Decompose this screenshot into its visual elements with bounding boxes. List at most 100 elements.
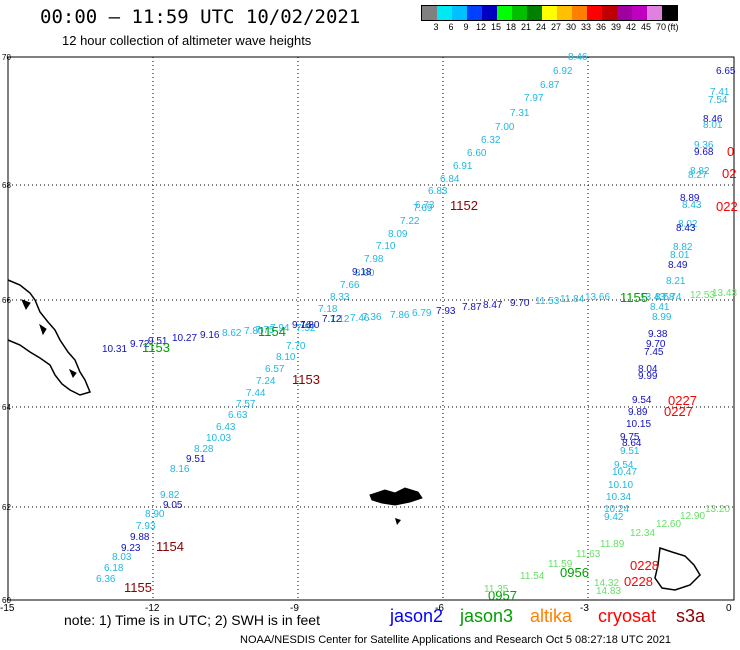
- right-track-swh: 9.68: [694, 147, 714, 158]
- cross-track-swh: 7.80: [244, 326, 264, 337]
- greenland-islands: [21, 299, 77, 378]
- cross-track-swh: 11.53: [535, 296, 560, 307]
- right-track-swh: 8.89: [680, 193, 700, 204]
- jason2-swh: 9.23: [121, 543, 141, 554]
- cross-track-swh: 10.34: [606, 492, 631, 503]
- jason2-swh: 9.18: [352, 267, 372, 278]
- lat-tick-label: 70: [2, 53, 11, 62]
- legend-s3a: s3a: [676, 606, 706, 626]
- cross-track-swh: 6.79: [412, 308, 432, 319]
- color-swatch: [632, 6, 647, 20]
- jason2-swh: 8.33: [330, 292, 350, 303]
- jason2-swh: 6.91: [453, 161, 473, 172]
- cross-track-swh: 9.72: [130, 339, 150, 350]
- pass-time-label: 0228: [630, 558, 659, 573]
- cross-track-swh: 9.54: [614, 460, 634, 471]
- color-tick-label: 12: [475, 22, 486, 32]
- jason2-swh: 6.83: [428, 186, 448, 197]
- lat-tick-label: 68: [2, 181, 11, 190]
- plot-frame: [7, 56, 735, 601]
- right-track-swh: 8.82: [690, 166, 710, 177]
- jason2-swh: 7.93: [136, 521, 156, 532]
- jason2-swh: 7.97: [524, 93, 544, 104]
- bottom-track-swh: 11.54: [520, 571, 545, 582]
- cross-track-swh: 7.94: [270, 323, 290, 334]
- cross-track-swh: 9.38: [648, 329, 668, 340]
- note-text: note: 1) Time is in UTC; 2) SWH is in fe…: [64, 612, 320, 628]
- footer-credit: NOAA/NESDIS Center for Satellite Applica…: [240, 634, 672, 646]
- cross-track-swh: 8.58: [655, 292, 675, 303]
- right-track-swh: 8.46: [703, 114, 723, 125]
- jason2-swh: 8.90: [145, 509, 165, 520]
- central-islands: [369, 487, 423, 506]
- color-swatch: [542, 6, 557, 20]
- greenland-coastline: [7, 279, 92, 396]
- jason2-swh: 8.46: [568, 52, 588, 63]
- bottom-track-swh: 11.89: [600, 539, 625, 550]
- lon-tick-label: -12: [145, 603, 160, 614]
- pass-time-label: 1154: [156, 539, 184, 554]
- pass-time-label: 0957: [488, 588, 517, 603]
- jason2-swh: 9.82: [160, 490, 180, 501]
- jason2-swh: 8.28: [194, 444, 214, 455]
- cross-track-swh: 9.70: [510, 298, 530, 309]
- cross-track-swh: 13.43: [640, 292, 665, 303]
- bottom-track-swh: 14.32: [594, 578, 619, 589]
- map-subtitle: 12 hour collection of altimeter wave hei…: [62, 33, 312, 48]
- cross-track-swh: 10.10: [608, 480, 633, 491]
- lon-tick-label: -15: [0, 603, 15, 614]
- cross-track-swh: 9.54: [632, 395, 652, 406]
- right-track-swh: 9.36: [694, 140, 714, 151]
- cross-track-swh: 8.64: [622, 438, 642, 449]
- jason2-swh: 6.73: [415, 200, 435, 211]
- color-tick-label: 18: [505, 22, 516, 32]
- color-swatch: [452, 6, 467, 20]
- cross-track-swh: 9.89: [628, 407, 648, 418]
- legend-altika: altika: [530, 606, 573, 626]
- color-swatch: [512, 6, 527, 20]
- jason2-swh: 8.03: [112, 552, 132, 563]
- jason2-swh: 7.44: [246, 388, 266, 399]
- cross-track-swh: 7.86: [390, 310, 410, 321]
- jason2-swh: 6.36: [96, 574, 116, 585]
- jason2-swh: 7.22: [400, 216, 420, 227]
- cross-track-swh: 10.24: [604, 504, 629, 515]
- right-track-swh: 12.53: [690, 290, 715, 301]
- pass-time-label: 0228: [624, 574, 653, 589]
- pass-time-label: 1153: [292, 372, 320, 387]
- color-tick-label: 70: [655, 22, 666, 32]
- cross-track-swh: 8.62: [222, 328, 242, 339]
- right-track-swh: 8.21: [666, 276, 686, 287]
- jason2-swh: 7.00: [495, 122, 515, 133]
- jason2-swh: 7.70: [286, 341, 306, 352]
- color-swatch: [617, 6, 632, 20]
- legend-jason2: jason2: [390, 606, 444, 626]
- jason2-swh: 8.10: [276, 352, 296, 363]
- color-unit-label: (ft): [667, 22, 679, 32]
- cross-track-swh: 9.51: [620, 446, 640, 457]
- cross-track-swh: 9.75: [620, 432, 640, 443]
- jason2-swh: 6.60: [467, 148, 487, 159]
- color-swatch: [662, 6, 677, 20]
- cross-track-swh: 9.16: [200, 330, 220, 341]
- right-track-swh: 8.01: [703, 120, 723, 131]
- lon-tick-label: -6: [435, 603, 444, 614]
- lat-tick-label: 66: [2, 296, 11, 305]
- color-tick-label: 45: [640, 22, 651, 32]
- color-swatch: [437, 6, 452, 20]
- map-title: 00:00 – 11:59 UTC 10/02/2021: [40, 6, 361, 28]
- color-tick-label: 33: [580, 22, 591, 32]
- pass-time-label: 0: [727, 144, 734, 159]
- jason2-swh: 6.18: [104, 563, 124, 574]
- jason2-swh: 9.05: [163, 500, 183, 511]
- jason2-swh: 10.03: [206, 433, 231, 444]
- satellite-tracks: 8.46 6.92 6.87 7.97 7.31 7.00 6.32 6.60 6.91 6.84…: [96, 52, 738, 603]
- right-track-swh: 8.02: [678, 219, 698, 230]
- cross-track-swh: 9.99: [638, 371, 658, 382]
- color-swatch: [467, 6, 482, 20]
- lat-lon-grid: [7, 56, 735, 601]
- color-tick-label: 42: [625, 22, 636, 32]
- bottom-track-swh: 12.90: [680, 511, 705, 522]
- cross-track-swh: 7.93: [436, 306, 456, 317]
- lat-tick-label: 60: [2, 596, 11, 605]
